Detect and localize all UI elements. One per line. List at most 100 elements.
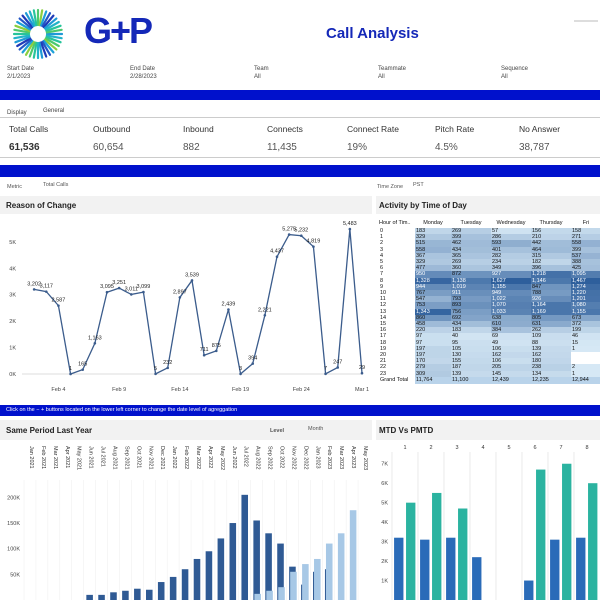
bar[interactable] (420, 539, 430, 600)
bar[interactable] (229, 523, 237, 600)
data-point[interactable] (44, 290, 48, 293)
display-value[interactable]: General (43, 108, 65, 114)
heatmap-cell[interactable]: 1,146 (531, 277, 571, 284)
heatmap-cell[interactable]: 399 (571, 246, 600, 253)
heatmap-cell[interactable]: 46 (571, 333, 600, 340)
bar[interactable] (562, 463, 572, 600)
heatmap-cell[interactable]: 269 (451, 259, 491, 266)
bar[interactable] (277, 543, 284, 600)
heatmap-cell[interactable]: 593 (491, 240, 531, 247)
data-point[interactable] (287, 233, 291, 236)
bar[interactable] (588, 483, 598, 600)
bar[interactable] (290, 571, 297, 600)
data-point[interactable] (214, 349, 218, 353)
level-value[interactable]: Month (308, 426, 324, 432)
heatmap-cell[interactable]: 458 (415, 321, 451, 328)
data-point[interactable] (190, 279, 194, 282)
bar[interactable] (337, 533, 345, 600)
heatmap-cell[interactable]: 425 (571, 265, 600, 272)
heatmap-cell[interactable]: 1,070 (491, 302, 531, 309)
heatmap-cell[interactable]: 1,218 (531, 271, 571, 278)
data-point[interactable] (154, 372, 157, 376)
bar[interactable] (314, 558, 321, 600)
data-point[interactable] (178, 296, 182, 299)
heatmap-cell[interactable]: 139 (451, 370, 491, 377)
data-point[interactable] (69, 372, 72, 376)
heatmap-cell[interactable]: 372 (571, 321, 600, 328)
bar[interactable] (241, 494, 249, 600)
bar[interactable] (193, 558, 201, 600)
heatmap-cell[interactable]: 271 (571, 234, 600, 241)
heatmap-cell[interactable]: 950 (415, 271, 451, 278)
heatmap-cell[interactable]: 234 (491, 259, 531, 266)
heatmap-cell[interactable]: 97 (415, 333, 451, 340)
heatmap-cell[interactable]: 197 (415, 352, 451, 359)
heatmap-cell[interactable]: 269 (451, 228, 491, 235)
heatmap-cell[interactable]: 49 (491, 339, 531, 346)
heatmap-cell[interactable]: 1 (571, 345, 600, 352)
heatmap-cell[interactable]: 1,343 (415, 308, 451, 315)
heatmap-cell[interactable]: 944 (415, 283, 451, 290)
heatmap-cell[interactable] (571, 352, 600, 359)
filter-value[interactable]: 2/28/2023 (130, 74, 157, 80)
bar[interactable] (122, 590, 129, 600)
heatmap-cell[interactable]: 15 (571, 339, 600, 346)
heatmap-cell[interactable]: 1,201 (571, 296, 600, 303)
bar[interactable] (325, 543, 333, 600)
heatmap-cell[interactable]: 1,033 (491, 308, 531, 315)
heatmap-cell[interactable]: 156 (531, 228, 571, 235)
heatmap-cell[interactable]: 767 (415, 290, 451, 297)
heatmap-cell[interactable]: 847 (531, 283, 571, 290)
bar[interactable] (145, 589, 153, 600)
filter-value[interactable]: All (378, 74, 385, 80)
heatmap-cell[interactable]: 205 (491, 364, 531, 371)
heatmap-cell[interactable]: 692 (451, 314, 491, 321)
heatmap-cell[interactable]: 558 (415, 246, 451, 253)
heatmap-cell[interactable]: 162 (491, 352, 531, 359)
heatmap-cell[interactable]: 926 (531, 296, 571, 303)
data-point[interactable] (312, 245, 315, 248)
heatmap-cell[interactable]: 388 (571, 259, 600, 266)
heatmap-cell[interactable]: 1,095 (571, 271, 600, 278)
bar[interactable] (134, 588, 141, 600)
heatmap-cell[interactable]: 183 (415, 228, 451, 235)
heatmap-cell[interactable]: 262 (531, 327, 571, 334)
data-point[interactable] (348, 227, 352, 231)
heatmap-cell[interactable]: 139 (531, 345, 571, 352)
bar[interactable] (110, 592, 117, 600)
heatmap-cell[interactable]: 2 (571, 364, 600, 371)
bar[interactable] (98, 594, 105, 600)
heatmap-cell[interactable]: 210 (531, 234, 571, 241)
bar[interactable] (266, 590, 273, 600)
data-point[interactable] (81, 368, 85, 371)
heatmap-cell[interactable]: 638 (491, 314, 531, 321)
data-point[interactable] (275, 255, 279, 259)
heatmap-cell[interactable]: 279 (415, 364, 451, 371)
heatmap-cell[interactable]: 927 (491, 271, 531, 278)
data-point[interactable] (299, 234, 303, 238)
data-point[interactable] (32, 288, 36, 291)
bar[interactable] (157, 582, 165, 600)
heatmap-cell[interactable]: 1,019 (451, 283, 491, 290)
heatmap-cell[interactable]: 329 (415, 259, 451, 266)
data-point[interactable] (105, 290, 109, 294)
heatmap-cell[interactable]: 396 (531, 265, 571, 272)
heatmap-cell[interactable]: 631 (531, 321, 571, 328)
data-point[interactable] (166, 366, 170, 370)
heatmap-cell[interactable]: 1 (571, 370, 600, 377)
heatmap-cell[interactable]: 756 (451, 308, 491, 315)
heatmap-cell[interactable]: 162 (531, 352, 571, 359)
data-point[interactable] (93, 341, 97, 345)
heatmap-cell[interactable]: 788 (531, 290, 571, 297)
heatmap-cell[interactable]: 109 (531, 333, 571, 340)
heatmap-cell[interactable]: 349 (491, 265, 531, 272)
filter-value[interactable]: All (501, 74, 508, 80)
heatmap-cell[interactable]: 537 (571, 252, 600, 259)
timezone-value[interactable]: PST (413, 182, 424, 188)
bar[interactable] (394, 537, 404, 600)
data-point[interactable] (57, 304, 60, 307)
heatmap-cell[interactable]: 1,164 (531, 302, 571, 309)
heatmap-cell[interactable]: 434 (451, 321, 491, 328)
data-point[interactable] (227, 308, 230, 311)
heatmap-cell[interactable]: 384 (491, 327, 531, 334)
